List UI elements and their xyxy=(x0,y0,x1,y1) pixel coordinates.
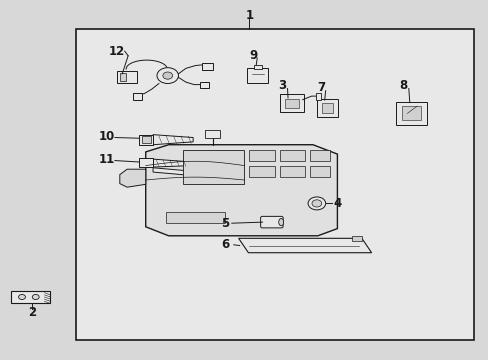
Text: 4: 4 xyxy=(333,197,341,210)
Text: 11: 11 xyxy=(98,153,115,166)
Circle shape xyxy=(157,68,178,84)
Bar xyxy=(120,73,125,81)
Circle shape xyxy=(32,294,39,300)
Bar xyxy=(279,150,305,161)
Bar xyxy=(139,135,153,145)
Text: 5: 5 xyxy=(221,217,228,230)
Text: 7: 7 xyxy=(317,81,325,94)
Polygon shape xyxy=(153,168,185,175)
Bar xyxy=(76,29,473,340)
Polygon shape xyxy=(183,150,244,184)
Bar xyxy=(205,130,220,138)
Polygon shape xyxy=(153,159,192,167)
Bar xyxy=(309,166,329,177)
Bar xyxy=(200,82,209,88)
Bar xyxy=(11,291,50,303)
Text: 12: 12 xyxy=(108,45,124,58)
Bar xyxy=(316,93,321,100)
FancyBboxPatch shape xyxy=(395,102,427,125)
Bar xyxy=(279,166,305,177)
Bar xyxy=(133,93,142,100)
Bar xyxy=(285,99,298,108)
Bar xyxy=(351,236,361,241)
Text: 8: 8 xyxy=(398,79,406,92)
FancyBboxPatch shape xyxy=(260,216,283,228)
Text: 9: 9 xyxy=(249,49,257,62)
Bar xyxy=(322,103,332,113)
Bar xyxy=(309,150,329,161)
Polygon shape xyxy=(120,169,145,187)
Polygon shape xyxy=(145,145,337,236)
Circle shape xyxy=(163,72,172,79)
Text: 1: 1 xyxy=(245,9,253,22)
Polygon shape xyxy=(153,135,193,145)
Text: 10: 10 xyxy=(98,130,115,143)
Ellipse shape xyxy=(278,219,283,226)
Circle shape xyxy=(307,197,325,210)
Circle shape xyxy=(311,200,321,207)
Bar xyxy=(402,106,420,120)
Polygon shape xyxy=(238,238,371,253)
Bar xyxy=(253,65,261,69)
Circle shape xyxy=(19,294,25,300)
FancyBboxPatch shape xyxy=(280,94,303,112)
Bar xyxy=(139,158,153,167)
FancyBboxPatch shape xyxy=(246,68,268,83)
Bar xyxy=(249,150,274,161)
Bar xyxy=(166,212,224,223)
Bar xyxy=(117,71,137,83)
Text: 6: 6 xyxy=(221,238,228,251)
Bar xyxy=(249,166,274,177)
Text: 2: 2 xyxy=(28,306,36,319)
Bar xyxy=(202,63,212,70)
Bar xyxy=(142,136,150,143)
FancyBboxPatch shape xyxy=(317,99,337,117)
Text: 3: 3 xyxy=(278,79,286,92)
